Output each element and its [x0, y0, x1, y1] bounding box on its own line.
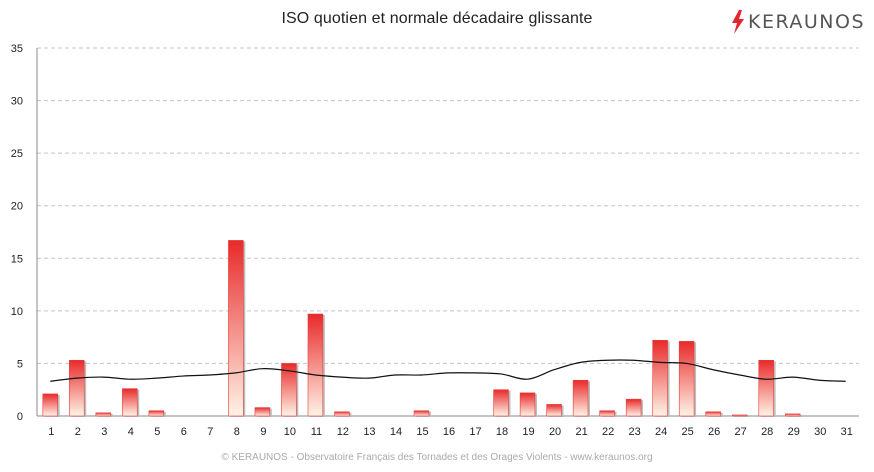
keraunos-logo: KERAUNOS [731, 9, 865, 35]
y-tick-label: 20 [11, 201, 23, 213]
bar [307, 313, 324, 417]
bar [705, 411, 721, 417]
x-tick-label: 31 [841, 426, 853, 438]
x-tick-label: 12 [337, 426, 349, 438]
y-tick-label: 15 [11, 253, 23, 265]
bar [758, 359, 774, 417]
bar [228, 240, 244, 417]
bar [572, 379, 589, 417]
x-tick-label: 18 [496, 426, 508, 438]
bar [42, 393, 58, 417]
x-tick-label: 13 [363, 426, 375, 438]
x-tick-label: 1 [48, 426, 54, 438]
bar [599, 410, 615, 417]
x-tick-label: 28 [761, 426, 773, 438]
x-tick-label: 8 [234, 426, 240, 438]
x-tick-label: 27 [735, 426, 747, 438]
x-tick-label: 6 [181, 426, 187, 438]
x-tick-label: 23 [628, 426, 640, 438]
lightning-bolt-icon [732, 10, 744, 34]
normal-line [50, 359, 846, 382]
x-tick-label: 14 [390, 426, 402, 438]
x-tick-label: 19 [522, 426, 534, 438]
logo-text: KERAUNOS [748, 11, 866, 33]
bar [493, 389, 509, 417]
bar [122, 388, 138, 417]
bar [254, 407, 271, 417]
bar [625, 398, 642, 417]
x-tick-label: 17 [469, 426, 481, 438]
x-tick-label: 9 [260, 426, 266, 438]
y-tick-label: 25 [11, 148, 23, 160]
bar [281, 363, 297, 417]
x-tick-label: 16 [443, 426, 455, 438]
chart-title: ISO quotien et normale décadaire glissan… [281, 10, 593, 27]
bar-shadow [734, 415, 750, 417]
x-tick-label: 20 [549, 426, 561, 438]
x-tick-label: 3 [101, 426, 107, 438]
bar [546, 404, 562, 417]
bar [148, 410, 165, 417]
bar [95, 412, 112, 417]
x-tick-label: 11 [311, 426, 322, 438]
y-tick-label: 5 [17, 358, 23, 370]
y-tick-label: 30 [11, 96, 23, 108]
x-tick-label: 21 [575, 426, 587, 438]
y-tick-label: 35 [11, 43, 23, 55]
bar [519, 392, 536, 417]
bar [678, 341, 695, 417]
x-tick-label: 22 [602, 426, 614, 438]
bar [413, 410, 430, 417]
x-tick-label: 24 [655, 426, 667, 438]
x-tick-label: 25 [682, 426, 694, 438]
y-tick-label: 0 [17, 411, 23, 423]
x-tick-label: 4 [128, 426, 134, 438]
x-tick-label: 15 [416, 426, 428, 438]
y-tick-label: 10 [11, 306, 23, 318]
bar [784, 413, 801, 417]
bar [69, 359, 85, 417]
bar [652, 339, 668, 417]
x-tick-label: 2 [75, 426, 81, 438]
copyright-footer: © KERAUNOS - Observatoire Français des T… [221, 452, 653, 463]
bar [334, 411, 350, 417]
x-tick-label: 26 [708, 426, 720, 438]
x-tick-label: 29 [788, 426, 800, 438]
x-tick-label: 5 [154, 426, 160, 438]
x-tick-label: 10 [284, 426, 296, 438]
x-tick-label: 30 [814, 426, 826, 438]
bar [731, 414, 748, 417]
x-tick-label: 7 [207, 426, 213, 438]
